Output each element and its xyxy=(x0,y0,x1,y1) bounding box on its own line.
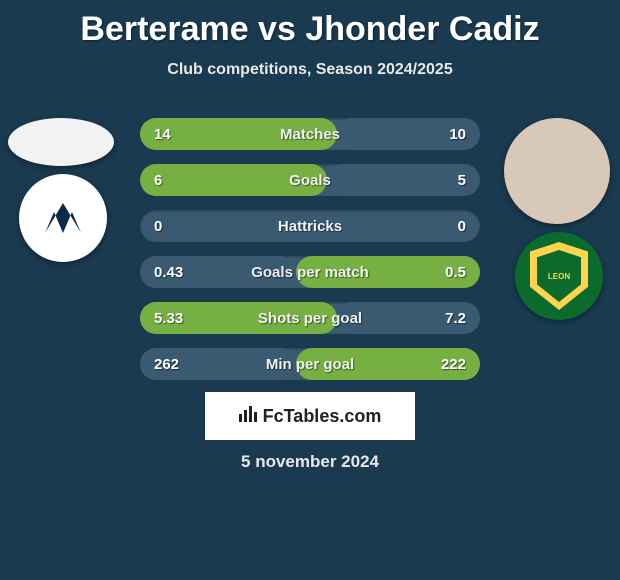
stat-row: 5.33 Shots per goal 7.2 xyxy=(140,302,480,334)
page-title: Berterame vs Jhonder Cadiz xyxy=(0,0,620,49)
right-player-photo xyxy=(504,118,610,224)
stat-value-left: 5.33 xyxy=(154,310,183,327)
monterrey-crest-icon xyxy=(35,185,91,251)
branding-card: FcTables.com xyxy=(205,392,415,440)
left-club-logo xyxy=(19,174,107,262)
stat-label: Matches xyxy=(280,126,340,143)
stat-value-right: 0 xyxy=(458,218,466,235)
branding-text: FcTables.com xyxy=(263,406,382,427)
stat-row: 14 Matches 10 xyxy=(140,118,480,150)
date-text: 5 november 2024 xyxy=(241,452,379,472)
stat-value-left: 14 xyxy=(154,126,171,143)
stat-row: 262 Min per goal 222 xyxy=(140,348,480,380)
stat-value-right: 7.2 xyxy=(445,310,466,327)
stat-value-right: 222 xyxy=(441,356,466,373)
stat-value-left: 0.43 xyxy=(154,264,183,281)
stat-row: 0.43 Goals per match 0.5 xyxy=(140,256,480,288)
stat-value-left: 6 xyxy=(154,172,162,189)
stat-label: Hattricks xyxy=(278,218,342,235)
right-club-logo: LEON xyxy=(515,232,603,320)
leon-crest-icon: LEON xyxy=(530,242,588,310)
stat-label: Min per goal xyxy=(266,356,354,373)
left-player-photo xyxy=(8,118,114,166)
stat-row: 0 Hattricks 0 xyxy=(140,210,480,242)
right-player-column: LEON xyxy=(504,118,614,320)
stat-value-left: 262 xyxy=(154,356,179,373)
stat-label: Shots per goal xyxy=(258,310,362,327)
stat-label: Goals per match xyxy=(251,264,369,281)
stats-container: 14 Matches 10 6 Goals 5 0 Hattricks 0 0.43 Goals p… xyxy=(140,118,480,394)
stat-value-right: 5 xyxy=(458,172,466,189)
subtitle: Club competitions, Season 2024/2025 xyxy=(0,61,620,79)
stat-row: 6 Goals 5 xyxy=(140,164,480,196)
stat-value-left: 0 xyxy=(154,218,162,235)
left-player-column xyxy=(8,118,118,262)
chart-bars-icon xyxy=(239,406,257,427)
stat-value-right: 0.5 xyxy=(445,264,466,281)
stat-label: Goals xyxy=(289,172,331,189)
stat-value-right: 10 xyxy=(449,126,466,143)
